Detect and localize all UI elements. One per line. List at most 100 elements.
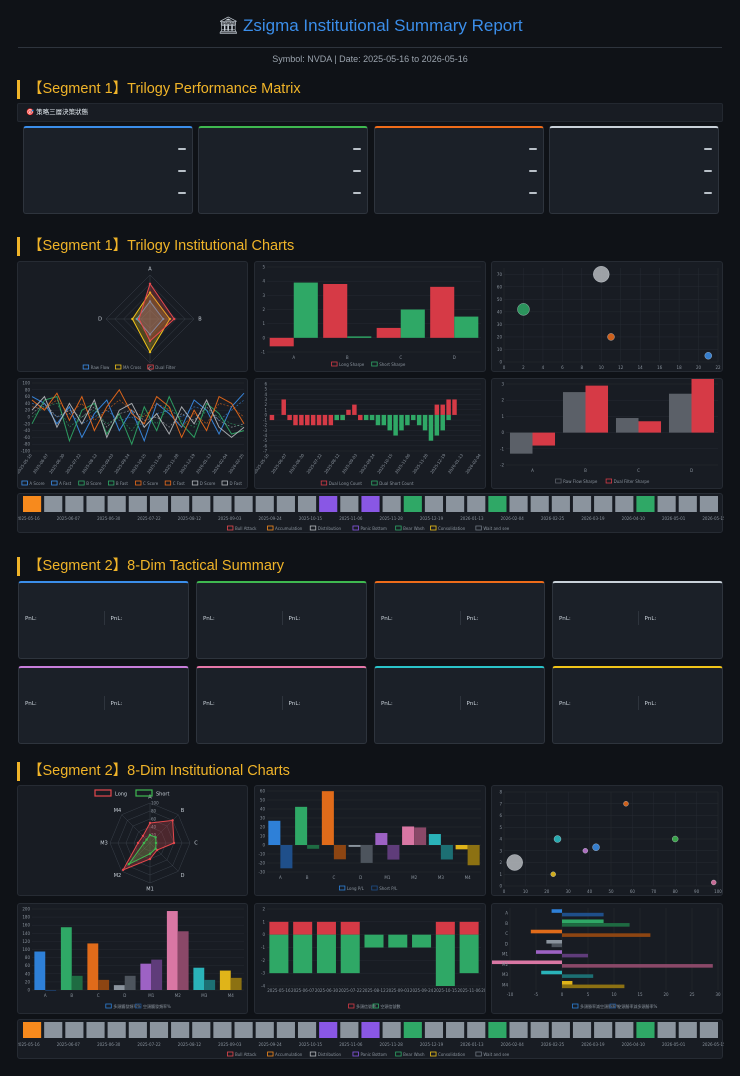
regime-cell — [424, 496, 444, 512]
regime-cell — [255, 1022, 274, 1038]
y-tick-label: 0 — [262, 843, 265, 848]
long-pnl: PnL: — [203, 616, 215, 622]
regime-cell — [446, 496, 465, 512]
sharpe-compare-chart: 3 2 1 0 -1 -2 A B C D Raw Flow Sharpe Dual Filter S… — [491, 378, 723, 489]
regime-cell — [467, 496, 486, 512]
section-heading-trilogy-charts: 【Segment 1】Trilogy Institutional Charts — [17, 237, 294, 256]
regime-cell — [297, 496, 317, 512]
y-tick-label: 140 — [22, 931, 30, 936]
bar — [551, 909, 562, 913]
bar — [440, 404, 445, 415]
bar — [668, 393, 692, 433]
regime-cell — [65, 496, 84, 512]
x-tick-label: C — [399, 355, 402, 360]
radar-point — [142, 841, 146, 845]
regime-cell — [128, 496, 147, 512]
x-tick-label: B — [584, 468, 587, 473]
legend-swatch — [267, 525, 274, 531]
bar — [151, 959, 163, 990]
signal-count-chart: 6 5 4 3 2 1 0 -1 -2 -3 -4 -5 -6 -7 2025-05-16 2025-06-0… — [254, 378, 486, 489]
bar — [293, 282, 318, 338]
x-date-label: 2025-10-15 — [376, 452, 394, 474]
bar — [388, 934, 408, 948]
x-tick-label: 100 — [714, 889, 722, 894]
x-tick-label: 60 — [630, 889, 636, 894]
x-tick-label: 30 — [566, 889, 572, 894]
legend-label: 多頭信號數 — [356, 1003, 376, 1009]
regime-cell — [572, 1022, 592, 1038]
bar — [562, 953, 588, 958]
bar — [98, 979, 110, 990]
legend-label: Bear Wash — [403, 526, 425, 531]
x-tick-label: A — [279, 875, 282, 880]
radar-axis-label: C — [194, 841, 198, 847]
bar — [375, 414, 381, 426]
line-series — [31, 402, 245, 428]
legend-label: Consolidation — [438, 526, 466, 531]
legend-label: Distribution — [318, 1052, 342, 1057]
legend-label: B Fast — [116, 481, 128, 486]
long-pnl: PnL: — [381, 616, 393, 622]
radar-axis-label: M4 — [114, 808, 122, 814]
bar — [400, 309, 425, 338]
long-column: PnL: — [559, 611, 638, 625]
bar — [562, 964, 713, 968]
y-category-label: B — [505, 921, 508, 926]
x-date-label: 2026-03-19 — [581, 516, 605, 521]
legend-swatch — [475, 1051, 482, 1057]
bar — [87, 943, 99, 990]
bar — [434, 414, 440, 436]
bar — [455, 845, 468, 850]
bubble-point — [506, 854, 523, 871]
x-tick-label: M4 — [465, 875, 471, 880]
radar-point — [148, 282, 152, 285]
radar-axis-label: M3 — [100, 841, 108, 847]
bar — [45, 990, 57, 991]
x-date-label: 2025-06-07 — [57, 1042, 81, 1047]
legend-label: C Score — [143, 481, 159, 486]
radar-point — [148, 291, 152, 294]
legend-label: C Fast — [173, 481, 186, 486]
bar — [316, 921, 336, 935]
status-badge — [529, 191, 537, 194]
bar — [541, 970, 562, 975]
bar — [562, 974, 594, 978]
bubble-point — [582, 848, 588, 854]
bar — [307, 845, 320, 849]
x-tick-label: 0 — [561, 992, 564, 997]
radar-point — [148, 350, 152, 354]
radar-point — [172, 841, 176, 845]
x-date-label: 2025-11-28 — [380, 1042, 404, 1047]
y-tick-label: 30 — [260, 816, 266, 821]
bar — [546, 939, 562, 944]
signal-stack-chart-8dim: 2 1 0 -1 -2 -3 -4 2025-05-16 2025-06-07 2025-06-3… — [254, 903, 486, 1014]
regime-cell — [615, 1022, 634, 1038]
regime-strip-2: 2025-05-16 2025-06-07 2025-06-30 2025-07-22… — [16, 1019, 726, 1059]
radar-tick-label: 40 — [151, 825, 157, 830]
short-column: PnL: — [459, 611, 539, 625]
x-tick-label: M3 — [438, 875, 444, 880]
y-tick-label: -6 — [263, 443, 267, 448]
tactical-card: PnL: PnL: — [18, 666, 189, 744]
short-pnl: PnL: — [110, 616, 123, 622]
x-tick-label: 22 — [715, 365, 721, 370]
radar-axis-label: A — [148, 267, 152, 273]
bar — [440, 845, 453, 860]
legend-swatch — [135, 480, 142, 486]
regime-cell — [615, 496, 634, 512]
tactical-card-title — [381, 676, 538, 688]
x-date-label: 2025-07-22 — [137, 516, 161, 521]
legend-label: Raw Flow — [91, 365, 111, 370]
y-tick-label: -4 — [263, 433, 267, 438]
score-line-chart: 100 80 60 40 20 0 -20 -40 -60 -80 -100 2025-05-16 20… — [17, 378, 248, 489]
y-tick-label: 4 — [262, 279, 265, 284]
legend-label: Long P/L — [347, 886, 365, 891]
y-tick-label: -2 — [500, 463, 504, 468]
y-tick-label: 80 — [25, 955, 31, 960]
bar — [358, 414, 363, 421]
bar — [387, 845, 400, 860]
legend-swatch — [105, 1003, 112, 1009]
regime-strip-1: 2025-05-16 2025-06-07 2025-06-30 2025-07-22… — [16, 493, 726, 533]
bar — [269, 414, 275, 421]
bubble-point — [672, 835, 679, 843]
